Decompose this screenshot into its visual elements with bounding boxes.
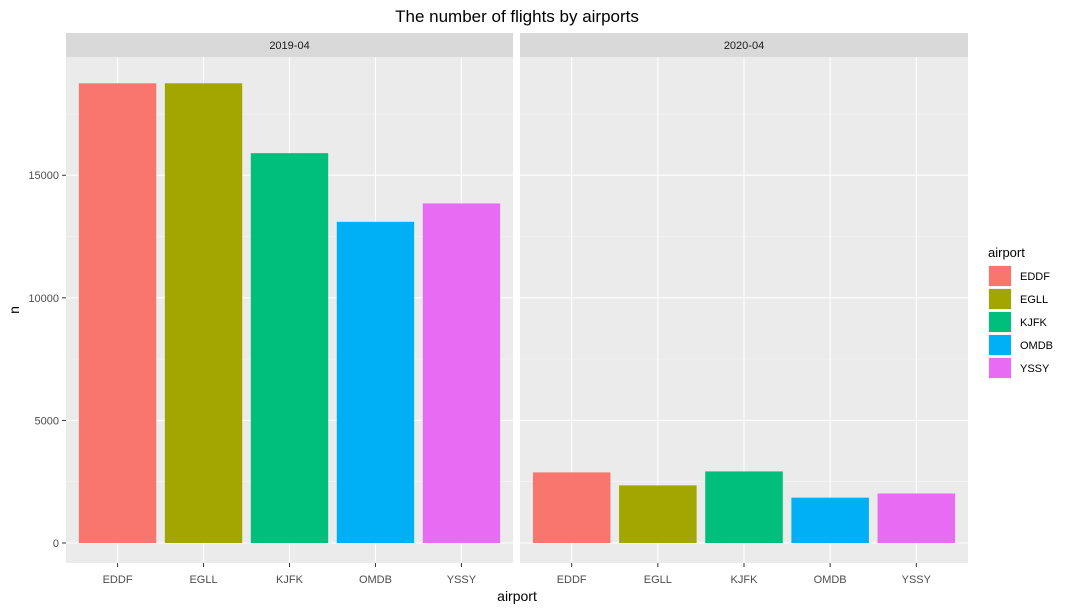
- legend-title: airport: [988, 245, 1025, 260]
- strip-label-2019-04: 2019-04: [269, 40, 309, 52]
- x-tick-label-OMDB: OMDB: [359, 574, 392, 586]
- bar-2020-04-EGLL: [619, 485, 697, 543]
- strip-background-2020-04: [520, 33, 968, 57]
- legend-swatch-YSSY: [989, 358, 1011, 378]
- legend-swatch-EGLL: [989, 289, 1011, 309]
- y-axis: 0 5000 10000 15000: [28, 170, 66, 550]
- x-tick-label-KJFK: KJFK: [731, 574, 759, 586]
- x-tick-label-EGLL: EGLL: [644, 574, 672, 586]
- x-tick-label-YSSY: YSSY: [447, 574, 477, 586]
- bar-2020-04-YSSY: [877, 493, 956, 543]
- x-tick-label-EDDF: EDDF: [103, 574, 133, 586]
- x-axis-title: airport: [497, 588, 537, 604]
- legend-swatch-EDDF: [989, 266, 1011, 286]
- bar-2019-04-EDDF: [78, 83, 157, 544]
- x-ticks-2020-04: EDDF EGLL KJFK OMDB YSSY: [557, 563, 932, 586]
- facet-2020-04: 2020-04 EDDF EGLL KJFK OMDB YSSY: [520, 33, 968, 586]
- bars-2019-04: [78, 83, 501, 544]
- x-tick-label-EDDF: EDDF: [557, 574, 587, 586]
- x-tick-label-KJFK: KJFK: [276, 574, 304, 586]
- strip-label-2020-04: 2020-04: [724, 40, 764, 52]
- y-tick-label: 15000: [28, 170, 59, 182]
- legend-label-OMDB: OMDB: [1020, 340, 1053, 352]
- facet-2019-04: 2019-04 EDDF EGLL KJFK OMDB YSSY: [66, 33, 513, 586]
- bar-2020-04-EDDF: [532, 472, 611, 543]
- legend-swatch-OMDB: [989, 335, 1011, 355]
- x-tick-label-OMDB: OMDB: [814, 574, 847, 586]
- x-ticks-2019-04: EDDF EGLL KJFK OMDB YSSY: [103, 563, 477, 586]
- legend-items: EDDF EGLL KJFK OMDB YSSY: [988, 265, 1053, 379]
- legend-label-KJFK: KJFK: [1020, 317, 1048, 329]
- y-tick-label: 0: [53, 538, 59, 550]
- bar-2019-04-KJFK: [250, 153, 329, 543]
- x-tick-label-YSSY: YSSY: [902, 574, 932, 586]
- bars-2020-04: [532, 471, 956, 543]
- bar-2020-04-KJFK: [705, 471, 783, 543]
- strip-background-2019-04: [66, 33, 513, 57]
- legend-label-YSSY: YSSY: [1020, 363, 1050, 375]
- legend: airport EDDF EGLL KJFK OMDB YSSY: [988, 245, 1053, 379]
- chart-title: The number of flights by airports: [395, 7, 639, 26]
- legend-swatch-KJFK: [989, 312, 1011, 332]
- y-tick-label: 5000: [35, 415, 59, 427]
- legend-label-EDDF: EDDF: [1020, 271, 1050, 283]
- bar-2019-04-EGLL: [164, 83, 243, 544]
- bar-2020-04-OMDB: [791, 497, 869, 543]
- y-axis-title: n: [6, 306, 22, 314]
- bar-2019-04-YSSY: [422, 203, 501, 543]
- x-tick-label-EGLL: EGLL: [189, 574, 217, 586]
- bar-2019-04-OMDB: [336, 221, 415, 543]
- legend-label-EGLL: EGLL: [1020, 294, 1048, 306]
- y-tick-label: 10000: [28, 293, 59, 305]
